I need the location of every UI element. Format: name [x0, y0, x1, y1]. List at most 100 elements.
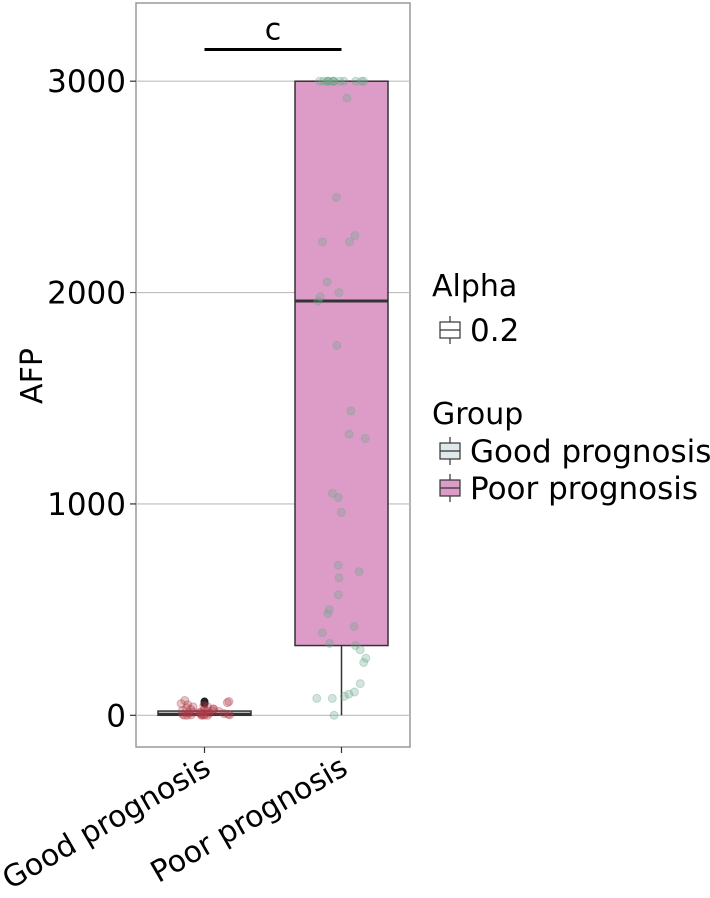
data-point — [339, 691, 349, 701]
data-point — [327, 488, 337, 498]
data-point — [329, 76, 339, 86]
data-point — [344, 237, 354, 247]
data-point — [208, 704, 218, 714]
data-point — [317, 628, 327, 638]
data-point — [222, 698, 232, 708]
data-point — [359, 657, 369, 667]
data-point — [312, 693, 322, 703]
data-point — [322, 277, 332, 287]
data-point — [199, 705, 209, 715]
y-axis-label: AFP — [15, 348, 50, 404]
data-point — [334, 288, 344, 298]
points — [176, 76, 371, 720]
data-point — [329, 76, 339, 86]
box — [294, 80, 389, 647]
data-point — [328, 76, 338, 86]
data-point — [355, 645, 365, 655]
data-point — [354, 567, 364, 577]
data-point — [203, 710, 213, 720]
data-point — [333, 560, 343, 570]
data-point — [183, 708, 193, 718]
data-point — [335, 76, 345, 86]
data-point — [359, 76, 369, 86]
data-point — [176, 699, 186, 709]
data-point — [334, 573, 344, 583]
data-point — [344, 429, 354, 439]
outlier-point — [200, 697, 209, 706]
significance-label: c — [265, 13, 282, 48]
data-point — [203, 702, 213, 712]
data-point — [350, 231, 360, 240]
data-point — [200, 709, 210, 719]
y-tick-label: 2000 — [47, 276, 126, 312]
data-point — [333, 493, 343, 503]
data-point — [323, 76, 333, 86]
data-point — [208, 706, 218, 716]
data-point — [323, 76, 333, 86]
data-point — [197, 709, 207, 719]
data-point — [208, 704, 218, 714]
data-point — [349, 622, 359, 632]
data-point — [342, 93, 352, 103]
data-point — [346, 406, 356, 416]
data-point — [183, 700, 193, 710]
data-point — [180, 696, 190, 705]
data-point — [344, 689, 354, 699]
data-point — [178, 709, 188, 719]
data-point — [186, 710, 196, 720]
data-point — [186, 704, 196, 714]
y-tick-label: 3000 — [47, 64, 126, 100]
data-point — [360, 433, 370, 443]
data-point — [180, 710, 190, 720]
data-point — [318, 76, 328, 86]
data-point — [188, 707, 198, 717]
y-axis-ticks: 0 1000 2000 3000 — [47, 64, 136, 734]
legend-alpha-items: 0.2 — [439, 313, 519, 349]
data-point — [219, 709, 229, 719]
data-point — [339, 76, 349, 86]
data-point — [182, 703, 192, 713]
y-tick-label: 0 — [106, 698, 126, 734]
data-point — [199, 710, 209, 720]
data-point — [350, 641, 360, 651]
data-point — [336, 507, 346, 517]
data-point — [195, 707, 205, 717]
data-point — [356, 76, 366, 86]
data-point — [197, 710, 207, 720]
data-point — [223, 709, 233, 719]
legend-group-label: Good prognosis — [470, 434, 710, 470]
data-point — [325, 638, 335, 648]
data-point — [333, 590, 343, 600]
data-point — [204, 708, 214, 718]
data-point — [177, 706, 187, 716]
legend-group-title: Group — [432, 397, 523, 432]
legend-alpha-label: 0.2 — [470, 313, 519, 349]
data-point — [349, 687, 359, 697]
data-point — [188, 702, 198, 712]
significance-annotation: c — [204, 13, 342, 51]
data-point — [361, 653, 371, 663]
data-point — [315, 76, 325, 86]
boxes — [157, 80, 389, 717]
data-point — [182, 710, 192, 720]
data-point — [331, 192, 341, 202]
data-point — [225, 710, 235, 720]
data-point — [224, 697, 234, 707]
data-point — [214, 706, 224, 716]
legend-group-label: Poor prognosis — [470, 471, 698, 507]
data-point — [351, 76, 361, 86]
data-point — [323, 609, 333, 619]
data-point — [324, 605, 334, 615]
data-point — [332, 340, 342, 350]
data-point — [202, 706, 212, 716]
data-point — [323, 76, 333, 86]
y-tick-label: 1000 — [47, 487, 126, 523]
data-point — [355, 679, 365, 689]
legend-alpha-title: Alpha — [432, 269, 517, 304]
data-point — [199, 701, 209, 711]
data-point — [315, 292, 325, 302]
data-point — [195, 708, 205, 718]
